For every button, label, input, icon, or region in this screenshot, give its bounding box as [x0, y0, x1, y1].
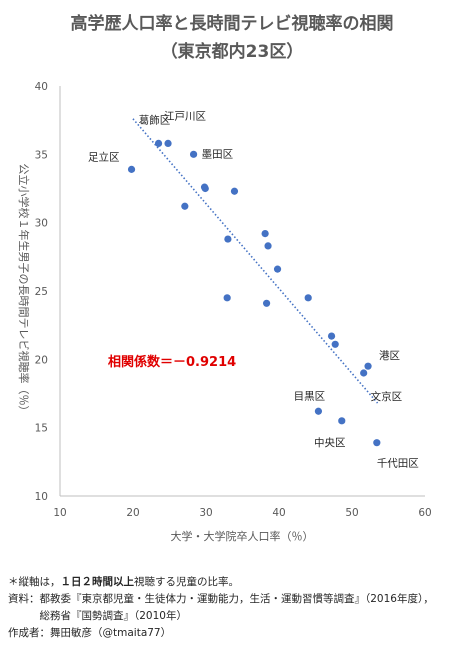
point-label: 足立区	[88, 150, 120, 163]
correlation-label: 相関係数＝－0.9214	[108, 354, 236, 370]
data-point	[189, 150, 198, 158]
data-point	[230, 187, 239, 195]
point-label: 港区	[379, 350, 400, 362]
data-point	[224, 235, 232, 243]
data-point	[127, 165, 136, 173]
point-label: 目黒区	[294, 390, 326, 402]
note-suffix: 視聴する児童の比率。	[134, 576, 239, 588]
chart-title-line2: （東京都内23区）	[161, 41, 304, 62]
note-line-1: ＊縦軸は，１日２時間以上視聴する児童の比率。	[8, 574, 448, 591]
data-point	[360, 369, 368, 377]
point-label: 江戸川区	[164, 110, 206, 122]
chart-title-line1: 高学歴人口率と長時間テレビ視聴率の相関	[71, 13, 394, 34]
x-tick-label: 20	[126, 507, 139, 519]
data-point	[201, 184, 209, 193]
point-label: 文京区	[371, 390, 403, 403]
x-tick-label: 10	[53, 507, 66, 519]
data-point	[223, 294, 231, 302]
data-point	[261, 230, 269, 238]
note-bold: １日２時間以上	[60, 576, 135, 588]
y-tick-label: 40	[35, 81, 48, 93]
data-point	[338, 417, 346, 425]
data-point	[181, 202, 189, 210]
data-point	[327, 332, 336, 340]
data-points	[127, 139, 381, 447]
y-tick-label: 15	[35, 423, 48, 435]
point-label: 墨田区	[202, 148, 234, 160]
source-line-1: 資料：都教委『東京都児童・生徒体力・運動能力，生活・運動習慣等調査』（2016年…	[8, 593, 434, 605]
y-tick-label: 20	[35, 354, 48, 366]
y-tick-label: 30	[35, 218, 48, 230]
y-tick-label: 10	[35, 491, 48, 503]
x-tick-label: 40	[272, 507, 285, 519]
data-point	[304, 294, 312, 302]
data-point	[373, 439, 381, 447]
notes-block: ＊縦軸は，１日２時間以上視聴する児童の比率。 資料：都教委『東京都児童・生徒体力…	[8, 574, 448, 642]
data-point	[314, 407, 323, 415]
x-tick-label: 50	[345, 507, 358, 519]
y-tick-labels: 10 15 20 25 30 35 40	[35, 81, 48, 503]
data-point	[262, 299, 271, 307]
scatter-chart: 高学歴人口率と長時間テレビ視聴率の相関 （東京都内23区） 10 15 20 25 30…	[17, 13, 432, 543]
data-point	[154, 139, 163, 147]
point-label: 葛飾区	[139, 113, 171, 126]
point-label: 千代田区	[377, 458, 419, 470]
data-point	[331, 340, 339, 348]
author-line: 作成者：舞田敏彦（@tmaita77）	[8, 627, 172, 639]
data-point	[264, 242, 272, 250]
x-tick-label: 30	[199, 507, 212, 519]
y-tick-label: 35	[35, 149, 48, 161]
point-label: 中央区	[314, 436, 346, 449]
y-axis-label: 公立小学校１年生男子の長時間テレビ視聴率（％）	[17, 164, 31, 417]
data-point	[164, 139, 172, 147]
data-point	[364, 362, 372, 370]
x-tick-label: 60	[418, 507, 431, 519]
data-point	[273, 265, 282, 273]
note-prefix: ＊縦軸は，	[8, 576, 61, 588]
x-tick-labels: 10 20 30 40 50 60	[53, 507, 431, 519]
source-line-2: 総務省『国勢調査』（2010年）	[8, 610, 187, 622]
y-tick-label: 25	[35, 286, 48, 298]
x-axis-label: 大学・大学院卒人口率（％）	[171, 529, 314, 543]
